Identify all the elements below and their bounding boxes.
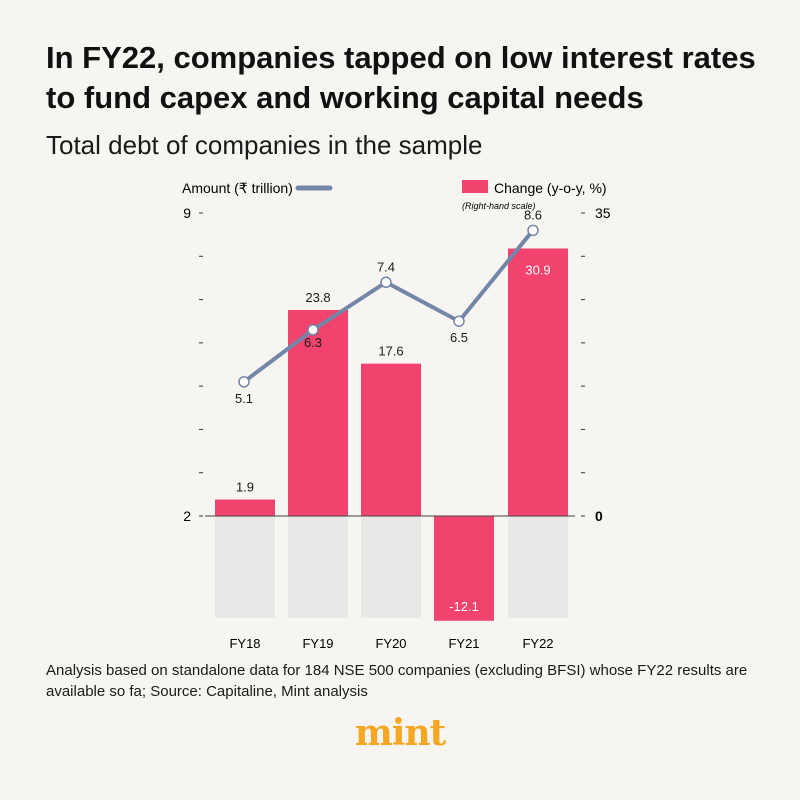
amount-value-label: 7.4 — [377, 259, 395, 274]
bar-value-label: 30.9 — [525, 262, 550, 277]
x-axis-label: FY19 — [302, 636, 333, 651]
bar-fy19 — [288, 309, 348, 516]
amount-line — [242, 229, 535, 384]
amount-point-fy21 — [453, 315, 465, 327]
x-axis-label: FY21 — [448, 636, 479, 651]
amount-value-label: 6.5 — [450, 330, 468, 345]
right-axis-label-zero: 0 — [595, 508, 603, 524]
x-axis-label: FY22 — [522, 636, 553, 651]
legend-bar-note: (Right-hand scale) — [462, 201, 536, 211]
bar-fy21 — [434, 516, 494, 621]
amount-value-label: 8.6 — [524, 207, 542, 222]
amount-point-fy19 — [307, 324, 319, 336]
bar-value-label: -12.1 — [449, 599, 479, 614]
legend-line-label: Amount (₹ trillion) — [182, 180, 293, 196]
legend-bar-swatch — [462, 180, 488, 193]
footnote: Analysis based on standalone data for 18… — [46, 662, 748, 700]
bar-value-label: 1.9 — [236, 480, 254, 495]
bar-fy20 — [361, 363, 421, 516]
bar-value-label: 17.6 — [378, 344, 403, 359]
amount-value-label: 5.1 — [235, 391, 253, 406]
baseline-shadow — [508, 516, 568, 618]
x-axis-label: FY18 — [229, 636, 260, 651]
baseline-shadow — [215, 516, 275, 618]
amount-point-fy18 — [238, 376, 250, 388]
bar-fy18 — [215, 499, 275, 516]
legend-bar-label: Change (y-o-y, %) — [494, 180, 607, 196]
right-axis-label-top: 35 — [595, 205, 611, 221]
bar-fy22 — [508, 248, 568, 516]
debt-chart: 1.9 23.8 17.6 -12.1 30.9 9 2 35 0 5.1 6.3 7.4 6.5 8.6… — [182, 180, 611, 651]
left-axis-label-top: 9 — [183, 205, 191, 221]
amount-value-label: 6.3 — [304, 335, 322, 350]
amount-point-fy20 — [380, 276, 392, 289]
x-axis-label: FY20 — [375, 636, 406, 651]
subtitle: Total debt of companies in the sample — [46, 130, 483, 160]
baseline-shadow — [361, 516, 421, 618]
bar-value-label: 23.8 — [305, 290, 330, 305]
baseline-shadow — [288, 516, 348, 618]
headline: In FY22, companies tapped on low interes… — [46, 40, 756, 115]
mint-logo: mint — [354, 712, 447, 754]
left-axis-label-bottom: 2 — [183, 508, 191, 524]
amount-point-fy22 — [527, 224, 539, 237]
